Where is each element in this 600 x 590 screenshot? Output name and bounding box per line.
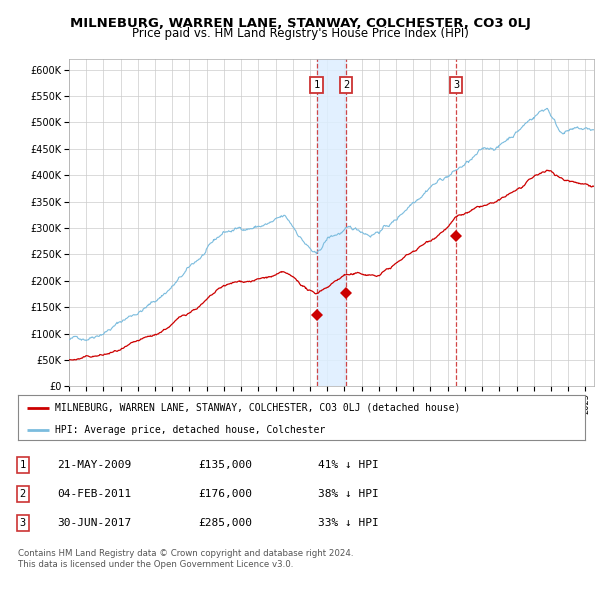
Text: MILNEBURG, WARREN LANE, STANWAY, COLCHESTER, CO3 0LJ: MILNEBURG, WARREN LANE, STANWAY, COLCHES… [70,17,530,30]
Text: 21-MAY-2009: 21-MAY-2009 [57,460,131,470]
Text: 33% ↓ HPI: 33% ↓ HPI [318,518,379,527]
Text: This data is licensed under the Open Government Licence v3.0.: This data is licensed under the Open Gov… [18,560,293,569]
Text: £285,000: £285,000 [198,518,252,527]
Text: Contains HM Land Registry data © Crown copyright and database right 2024.: Contains HM Land Registry data © Crown c… [18,549,353,558]
Text: HPI: Average price, detached house, Colchester: HPI: Average price, detached house, Colc… [55,425,325,435]
Bar [317,59,346,386]
Text: £176,000: £176,000 [198,489,252,499]
Text: 2: 2 [343,80,349,90]
Text: Price paid vs. HM Land Registry's House Price Index (HPI): Price paid vs. HM Land Registry's House … [131,27,469,40]
Text: £135,000: £135,000 [198,460,252,470]
Text: 3: 3 [453,80,459,90]
Text: 1: 1 [20,460,26,470]
Text: 30-JUN-2017: 30-JUN-2017 [57,518,131,527]
Text: 1: 1 [313,80,320,90]
Text: 2: 2 [20,489,26,499]
Text: 41% ↓ HPI: 41% ↓ HPI [318,460,379,470]
Text: MILNEBURG, WARREN LANE, STANWAY, COLCHESTER, CO3 0LJ (detached house): MILNEBURG, WARREN LANE, STANWAY, COLCHES… [55,403,460,412]
Text: 38% ↓ HPI: 38% ↓ HPI [318,489,379,499]
Text: 04-FEB-2011: 04-FEB-2011 [57,489,131,499]
Text: 3: 3 [20,518,26,527]
